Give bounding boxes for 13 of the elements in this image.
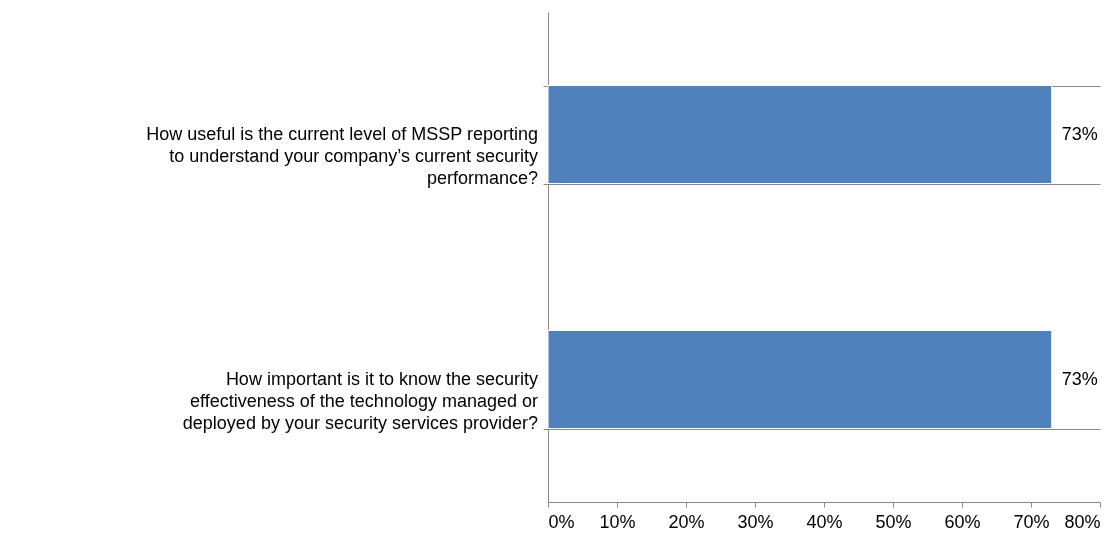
- y-tick-label: How useful is the current level of MSSP reporting to understand your company’s current security performance?: [146, 123, 538, 188]
- y-tick-label: How important is it to know the security effectiveness of the technology managed or deployed by your security services provider?: [182, 368, 538, 433]
- x-tick-label: 20%: [668, 511, 705, 532]
- x-tick-label: 40%: [806, 511, 843, 532]
- data-label: 73%: [1061, 368, 1098, 389]
- x-tick-label: 30%: [737, 511, 774, 532]
- x-tick-label: 60%: [944, 511, 981, 532]
- x-tick-label: 10%: [599, 511, 636, 532]
- data-label: 73%: [1061, 123, 1098, 144]
- x-tick-label: 0%: [548, 511, 575, 532]
- x-tick-label: 70%: [1013, 511, 1050, 532]
- x-tick-label: 80%: [1064, 511, 1101, 532]
- x-tick-label: 50%: [875, 511, 912, 532]
